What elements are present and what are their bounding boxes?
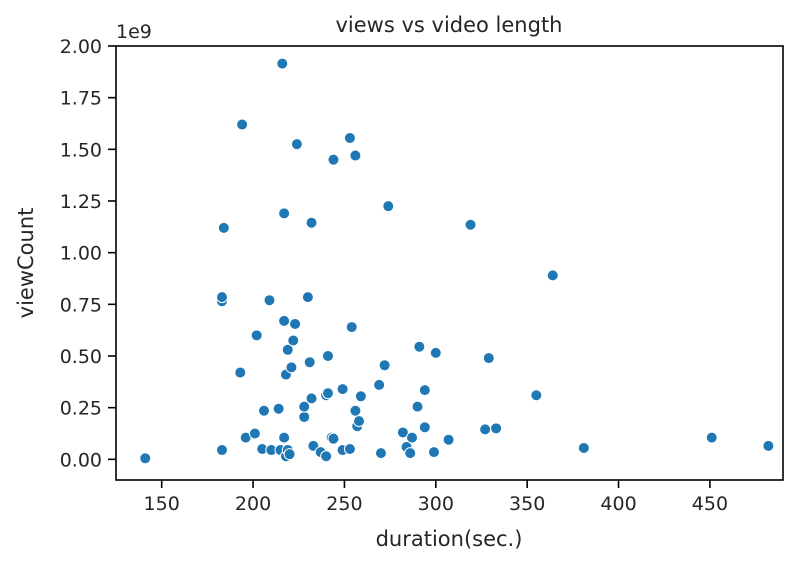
y-axis-title: viewCount bbox=[14, 208, 38, 319]
data-point bbox=[482, 352, 495, 365]
chart-title: views vs video length bbox=[336, 13, 563, 37]
data-point bbox=[250, 329, 263, 342]
data-point bbox=[327, 432, 340, 445]
data-point bbox=[139, 452, 152, 465]
data-point bbox=[404, 447, 417, 460]
data-point bbox=[411, 400, 424, 413]
data-point bbox=[373, 378, 386, 391]
data-point bbox=[464, 218, 477, 231]
data-point bbox=[418, 421, 431, 434]
data-points bbox=[139, 57, 775, 465]
data-point bbox=[278, 207, 291, 220]
data-point bbox=[336, 383, 349, 396]
data-point bbox=[349, 149, 362, 162]
data-point bbox=[353, 415, 366, 428]
data-point bbox=[215, 291, 228, 304]
data-point bbox=[490, 422, 503, 435]
x-tick-label: 250 bbox=[326, 493, 362, 515]
data-point bbox=[343, 131, 356, 144]
data-point bbox=[236, 118, 249, 131]
data-point bbox=[396, 426, 409, 439]
data-point bbox=[546, 269, 559, 282]
data-point bbox=[442, 433, 455, 446]
data-point bbox=[349, 404, 362, 417]
y-tick-label: 0.00 bbox=[60, 449, 102, 471]
data-point bbox=[327, 153, 340, 166]
data-point bbox=[263, 294, 276, 307]
data-point bbox=[276, 57, 289, 70]
data-point bbox=[479, 423, 492, 436]
data-point bbox=[374, 447, 387, 460]
data-point bbox=[272, 402, 285, 415]
data-point bbox=[217, 221, 230, 234]
data-point bbox=[705, 431, 718, 444]
data-point bbox=[301, 291, 314, 304]
data-point bbox=[345, 321, 358, 334]
data-point bbox=[354, 390, 367, 403]
data-point bbox=[298, 410, 311, 423]
data-point bbox=[281, 343, 294, 356]
data-point bbox=[378, 359, 391, 372]
data-point bbox=[320, 450, 333, 463]
data-point bbox=[413, 340, 426, 353]
plot-frame bbox=[115, 45, 784, 481]
x-tick-label: 400 bbox=[600, 493, 636, 515]
data-point bbox=[382, 200, 395, 213]
data-point bbox=[248, 427, 261, 440]
data-point bbox=[530, 389, 543, 402]
data-point bbox=[762, 439, 775, 452]
data-point bbox=[305, 216, 318, 229]
data-point bbox=[427, 446, 440, 459]
data-point bbox=[278, 314, 291, 327]
y-tick-label: 1.00 bbox=[60, 243, 102, 265]
x-tick-label: 450 bbox=[692, 493, 728, 515]
data-point bbox=[278, 431, 291, 444]
data-point bbox=[287, 334, 300, 347]
data-point bbox=[258, 404, 271, 417]
data-point bbox=[321, 350, 334, 362]
data-point bbox=[406, 431, 419, 444]
x-axis-title: duration(sec.) bbox=[376, 527, 523, 551]
data-point bbox=[289, 317, 302, 330]
y-tick-label: 1.50 bbox=[60, 139, 102, 161]
x-tick-label: 150 bbox=[144, 493, 180, 515]
data-point bbox=[303, 356, 316, 369]
data-point bbox=[285, 361, 298, 374]
y-tick-label: 1.25 bbox=[60, 191, 102, 213]
data-point bbox=[215, 444, 228, 457]
data-point bbox=[429, 346, 442, 359]
y-offset-label: 1e9 bbox=[116, 21, 152, 43]
data-point bbox=[305, 392, 318, 405]
data-point bbox=[418, 384, 431, 397]
y-axis-ticks: 0.00 0.25 0.50 0.75 1.00 1.25 1.50 1.75 2.00 bbox=[60, 36, 116, 471]
y-tick-label: 0.50 bbox=[60, 346, 102, 368]
x-tick-label: 200 bbox=[235, 493, 271, 515]
x-tick-label: 300 bbox=[418, 493, 454, 515]
data-point bbox=[321, 387, 334, 400]
x-axis-ticks: 150 200 250 300 350 400 450 bbox=[144, 480, 728, 515]
y-tick-label: 2.00 bbox=[60, 36, 102, 58]
data-point bbox=[343, 443, 356, 455]
x-tick-label: 350 bbox=[509, 493, 545, 515]
data-point bbox=[234, 366, 247, 379]
data-point bbox=[298, 400, 311, 413]
y-tick-label: 0.25 bbox=[60, 398, 102, 420]
y-tick-label: 0.75 bbox=[60, 294, 102, 316]
y-tick-label: 1.75 bbox=[60, 88, 102, 110]
data-point bbox=[577, 441, 590, 454]
data-point bbox=[290, 138, 303, 151]
data-point bbox=[283, 448, 296, 461]
